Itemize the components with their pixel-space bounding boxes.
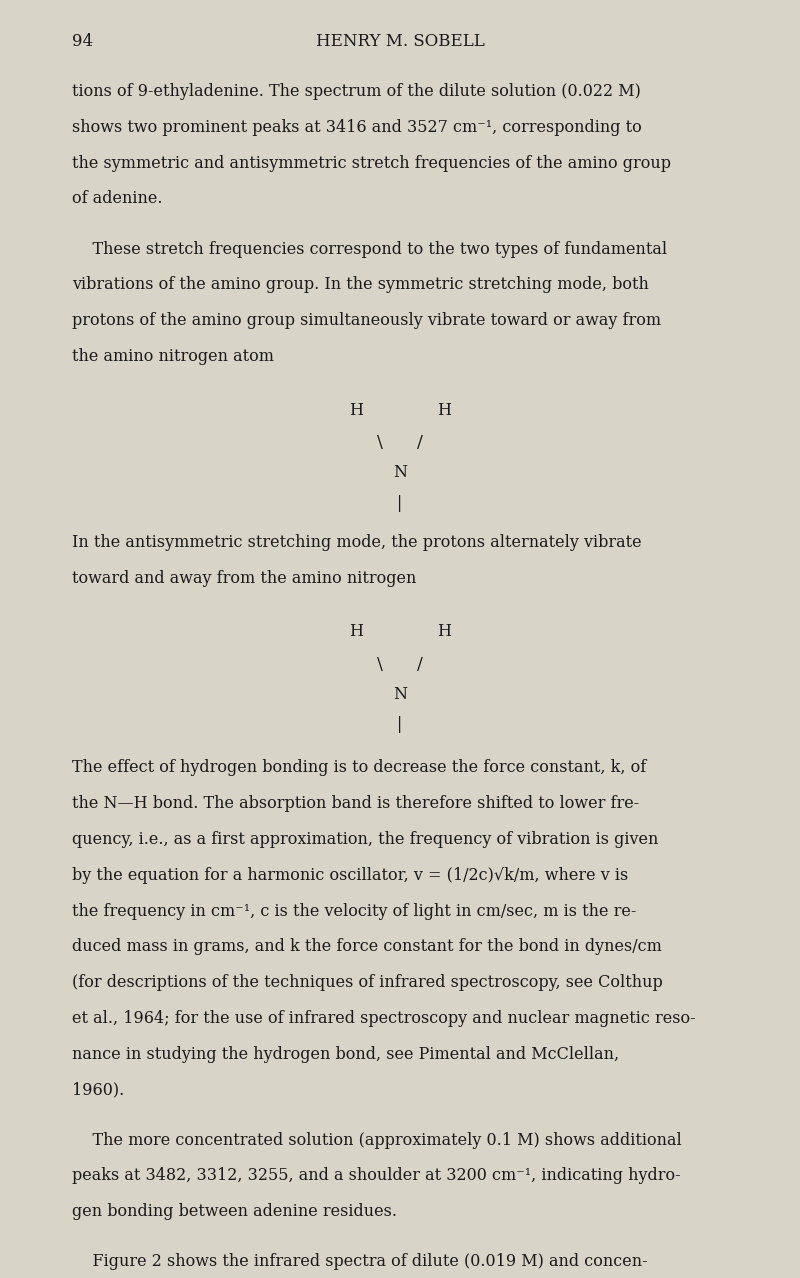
Text: vibrations of the amino group. In the symmetric stretching mode, both: vibrations of the amino group. In the sy… xyxy=(72,276,649,294)
Text: 94: 94 xyxy=(72,33,93,50)
Text: nance in studying the hydrogen bond, see Pimental and McClellan,: nance in studying the hydrogen bond, see… xyxy=(72,1045,619,1063)
Text: et al., 1964; for the use of infrared spectroscopy and nuclear magnetic reso-: et al., 1964; for the use of infrared sp… xyxy=(72,1010,696,1028)
Text: \: \ xyxy=(377,656,383,672)
Text: HENRY M. SOBELL: HENRY M. SOBELL xyxy=(316,33,484,50)
Text: gen bonding between adenine residues.: gen bonding between adenine residues. xyxy=(72,1203,397,1220)
Text: H: H xyxy=(437,401,451,419)
Text: /: / xyxy=(417,433,423,451)
Text: |: | xyxy=(398,495,402,511)
Text: the N—H bond. The absorption band is therefore shifted to lower fre-: the N—H bond. The absorption band is the… xyxy=(72,795,639,813)
Text: H: H xyxy=(349,624,363,640)
Text: In the antisymmetric stretching mode, the protons alternately vibrate: In the antisymmetric stretching mode, th… xyxy=(72,534,642,551)
Text: |: | xyxy=(398,717,402,734)
Text: duced mass in grams, and k the force constant for the bond in dynes/cm: duced mass in grams, and k the force con… xyxy=(72,938,662,956)
Text: tions of 9-ethyladenine. The spectrum of the dilute solution (0.022 M): tions of 9-ethyladenine. The spectrum of… xyxy=(72,83,641,100)
Text: N: N xyxy=(393,686,407,703)
Text: the amino nitrogen atom: the amino nitrogen atom xyxy=(72,348,274,366)
Text: shows two prominent peaks at 3416 and 3527 cm⁻¹, corresponding to: shows two prominent peaks at 3416 and 35… xyxy=(72,119,642,135)
Text: peaks at 3482, 3312, 3255, and a shoulder at 3200 cm⁻¹, indicating hydro-: peaks at 3482, 3312, 3255, and a shoulde… xyxy=(72,1167,681,1185)
Text: the frequency in cm⁻¹, c is the velocity of light in cm/sec, m is the re-: the frequency in cm⁻¹, c is the velocity… xyxy=(72,902,636,920)
Text: 1960).: 1960). xyxy=(72,1081,124,1099)
Text: These stretch frequencies correspond to the two types of fundamental: These stretch frequencies correspond to … xyxy=(72,240,667,258)
Text: The more concentrated solution (approximately 0.1 M) shows additional: The more concentrated solution (approxim… xyxy=(72,1131,682,1149)
Text: Figure 2 shows the infrared spectra of dilute (0.019 M) and concen-: Figure 2 shows the infrared spectra of d… xyxy=(72,1254,648,1270)
Text: quency, i.e., as a first approximation, the frequency of vibration is given: quency, i.e., as a first approximation, … xyxy=(72,831,658,849)
Text: \: \ xyxy=(377,433,383,451)
Text: /: / xyxy=(417,656,423,672)
Text: (for descriptions of the techniques of infrared spectroscopy, see Colthup: (for descriptions of the techniques of i… xyxy=(72,974,662,992)
Text: H: H xyxy=(349,401,363,419)
Text: N: N xyxy=(393,464,407,482)
Text: toward and away from the amino nitrogen: toward and away from the amino nitrogen xyxy=(72,570,416,587)
Text: protons of the amino group simultaneously vibrate toward or away from: protons of the amino group simultaneousl… xyxy=(72,312,661,330)
Text: by the equation for a harmonic oscillator, v = (1/2c)√k/m, where v is: by the equation for a harmonic oscillato… xyxy=(72,866,628,884)
Text: H: H xyxy=(437,624,451,640)
Text: of adenine.: of adenine. xyxy=(72,190,162,207)
Text: the symmetric and antisymmetric stretch frequencies of the amino group: the symmetric and antisymmetric stretch … xyxy=(72,155,671,171)
Text: The effect of hydrogen bonding is to decrease the force constant, k, of: The effect of hydrogen bonding is to dec… xyxy=(72,759,646,777)
